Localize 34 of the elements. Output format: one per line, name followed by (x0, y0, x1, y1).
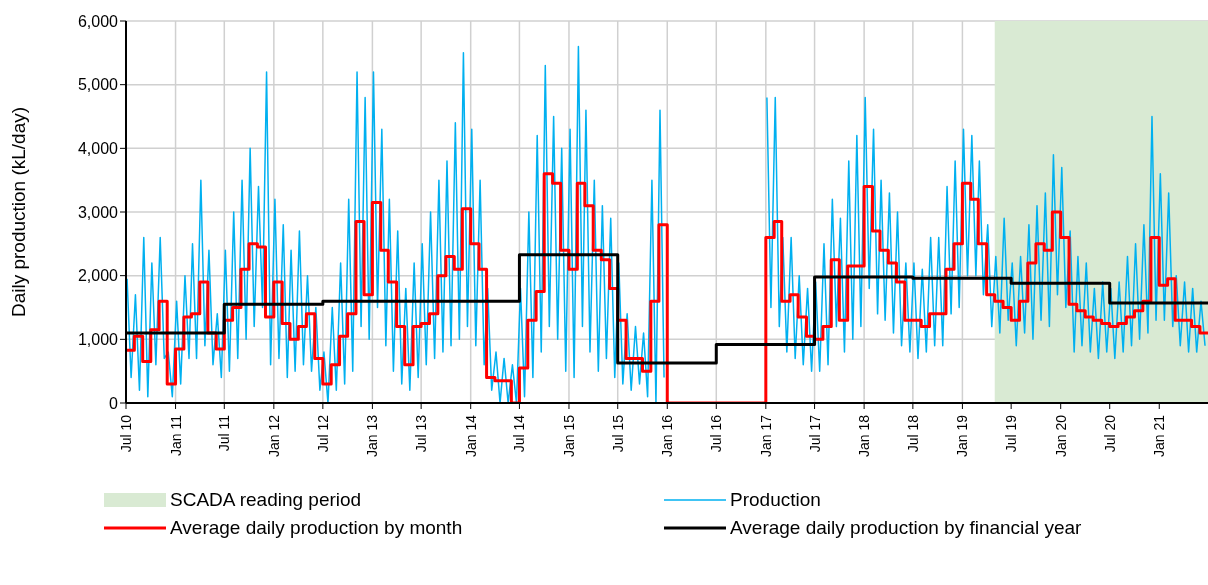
x-tick-label: Jul 19 (1003, 414, 1020, 453)
x-tick-label: Jan 19 (954, 414, 971, 458)
x-tick-label: Jul 13 (413, 414, 430, 453)
x-tick-label: Jul 17 (806, 414, 823, 453)
x-tick-label: Jan 21 (1151, 414, 1168, 458)
x-tick-label: Jul 20 (1101, 414, 1118, 453)
legend-label: Production (730, 489, 821, 511)
x-tick-label: Jul 10 (118, 414, 134, 453)
legend-label: SCADA reading period (170, 489, 362, 511)
legend-label: Average daily production by financial year (730, 517, 1082, 539)
y-tick-label: 6,000 (77, 12, 119, 30)
y-axis-title: Daily production (kL/day) (7, 106, 29, 318)
x-tick-label: Jul 16 (708, 414, 725, 453)
y-tick-label: 1,000 (77, 331, 119, 349)
x-tick-label: Jul 14 (511, 414, 528, 453)
x-tick-label: Jul 11 (216, 414, 233, 452)
x-tick-label: Jul 18 (904, 414, 921, 453)
x-tick-label: Jan 13 (364, 414, 381, 458)
y-tick-label: 3,000 (77, 203, 119, 221)
x-tick-label: Jul 12 (314, 414, 331, 453)
x-tick-label: Jan 15 (560, 414, 577, 458)
x-tick-label: Jan 18 (856, 414, 873, 458)
x-tick-label: Jan 11 (167, 414, 184, 456)
x-tick-label: Jan 14 (462, 414, 479, 458)
y-tick-label: 5,000 (77, 76, 119, 94)
legend-label: Average daily production by month (170, 517, 463, 539)
x-tick-label: Jul 15 (609, 414, 626, 453)
y-tick-label: 2,000 (77, 267, 119, 285)
x-tick-label: Jan 12 (265, 414, 282, 458)
y-tick-label: 4,000 (77, 140, 119, 158)
x-tick-label: Jan 16 (659, 414, 676, 458)
x-tick-label: Jan 20 (1052, 414, 1069, 458)
x-tick-label: Jan 17 (757, 414, 774, 458)
y-tick-label: 0 (109, 394, 119, 412)
